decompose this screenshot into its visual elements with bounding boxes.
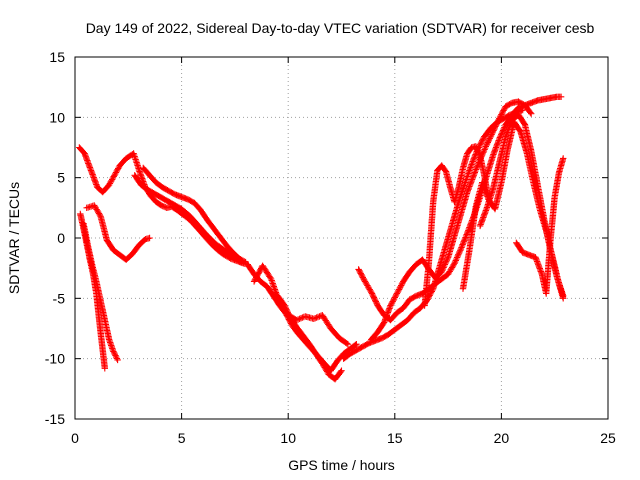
data-points-track-16 [513, 155, 567, 297]
y-tick-label: 0 [57, 230, 65, 246]
data-points-track-15 [476, 111, 567, 300]
y-tick-label: -10 [45, 351, 65, 367]
data-points-track-9 [274, 292, 345, 383]
y-tick-label: -15 [45, 411, 65, 427]
y-tick-label: 15 [49, 49, 65, 65]
y-axis-label: SDTVAR / TECUs [6, 182, 22, 294]
x-axis-label: GPS time / hours [288, 457, 395, 473]
data-points-track-12 [368, 98, 535, 343]
x-tick-label: 20 [494, 430, 510, 446]
x-tick-label: 25 [600, 430, 616, 446]
x-tick-label: 0 [71, 430, 79, 446]
series-track-12 [368, 98, 535, 343]
chart-title: Day 149 of 2022, Sidereal Day-to-day VTE… [86, 20, 595, 36]
series-track-16 [513, 155, 567, 297]
data-points-track-2 [140, 164, 249, 266]
series-track-6 [83, 202, 153, 263]
series-track-9 [274, 292, 345, 383]
tick-layer: 0 5 10 15 20 25 -15 -10 -5 0 5 10 15 [45, 49, 616, 446]
series-track-5 [80, 220, 121, 364]
series-track-15 [476, 111, 567, 300]
y-tick-label: -5 [53, 290, 66, 306]
series-layer [76, 93, 567, 383]
x-tick-label: 15 [387, 430, 403, 446]
x-tick-label: 5 [178, 430, 186, 446]
series-track-2 [140, 164, 249, 266]
data-points-track-6 [83, 202, 153, 263]
x-tick-label: 10 [280, 430, 296, 446]
y-tick-label: 5 [57, 170, 65, 186]
y-tick-label: 10 [49, 109, 65, 125]
data-points-track-13 [421, 143, 492, 309]
series-track-3 [131, 172, 245, 266]
data-points-track-3 [131, 172, 245, 266]
data-points-track-5 [80, 220, 121, 364]
series-track-13 [421, 143, 492, 309]
